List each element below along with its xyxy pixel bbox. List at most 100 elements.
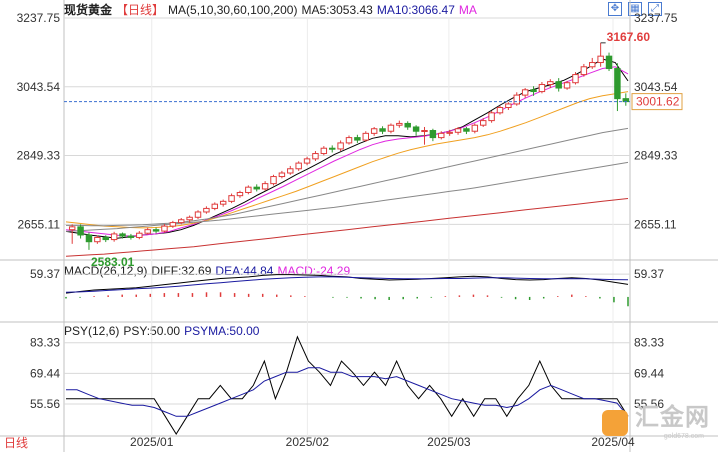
watermark-url: gold678.com	[663, 433, 704, 440]
candle-body	[463, 128, 470, 132]
price-tick-label-left: 2655.11	[18, 217, 61, 231]
candle-body	[454, 128, 462, 133]
psy-line	[66, 335, 629, 435]
candle-body	[102, 236, 109, 241]
candle-body	[471, 124, 479, 132]
high-price-label: 3167.60	[607, 30, 651, 44]
candle-body	[245, 186, 252, 193]
candle-body	[68, 226, 76, 231]
candle-body	[412, 126, 420, 132]
candle-body	[127, 235, 135, 238]
last-price-tag	[631, 93, 683, 111]
ma100-line	[65, 161, 629, 232]
candle-body	[614, 68, 621, 100]
candle-body	[136, 232, 143, 238]
candle-body	[521, 89, 529, 96]
candle-body	[379, 128, 386, 132]
price-tick-label-right: 3043.54	[634, 80, 678, 94]
candle-body	[261, 183, 269, 190]
psy-header: PSY(12,6) PSY:50.00 PSYMA:50.00	[64, 324, 263, 338]
ma10-value: MA10:3066.47	[376, 3, 455, 17]
expand-icon[interactable]: ⤢	[648, 2, 662, 16]
candle-body	[211, 203, 219, 209]
candle-body	[119, 233, 126, 237]
ma60-line	[66, 127, 629, 227]
psy-tick-label-left: 83.33	[30, 336, 60, 350]
ma30-value: MA	[458, 3, 477, 17]
price-header: 现货黄金 【日线】 MA(5,10,30,60,100,200) MA5:3053.4…	[64, 2, 481, 18]
candle-body	[337, 142, 344, 150]
candle-body	[144, 229, 151, 234]
psy-tick-label-right: 69.44	[634, 366, 664, 380]
period-label[interactable]: 【日线】	[116, 3, 165, 17]
candle-body	[580, 66, 588, 76]
watermark: 汇金网	[635, 404, 710, 431]
candle-body	[270, 176, 277, 185]
candle-body	[312, 153, 319, 160]
candle-body	[496, 107, 504, 114]
candle-body	[219, 200, 227, 205]
ma-settings-label[interactable]: MA(5,10,30,60,100,200)	[168, 3, 298, 17]
candle-body	[161, 225, 168, 232]
toolbar: ✥ ▦ ⤢	[602, 0, 662, 16]
candle-body	[194, 211, 202, 218]
candle-body	[320, 147, 328, 155]
candle-body	[228, 195, 235, 202]
period-tab[interactable]: 日线	[4, 436, 29, 450]
candle-body	[438, 132, 445, 139]
candle-body	[505, 103, 512, 109]
candle-body	[563, 82, 571, 89]
candle-body	[169, 222, 177, 227]
candle-body	[547, 81, 554, 85]
grid-icon[interactable]: ▦	[628, 2, 642, 16]
ma10-line	[65, 66, 629, 237]
candle-body	[94, 236, 101, 243]
candle-body	[479, 120, 487, 126]
price-tick-label-left: 3237.75	[17, 11, 61, 25]
candle-body	[597, 55, 604, 64]
candle-body	[77, 226, 84, 236]
x-tick-label: 2025/04	[591, 435, 635, 449]
candle-body	[362, 132, 370, 141]
candle-body	[404, 122, 411, 128]
candle-body	[488, 112, 495, 122]
candle-body	[530, 89, 537, 93]
candle-body	[538, 83, 546, 93]
price-tick-label-right: 3237.75	[634, 11, 678, 25]
candle-body	[555, 81, 562, 89]
candle-body	[253, 186, 260, 190]
candle-body	[186, 216, 193, 221]
psyma-value: PSYMA:50.00	[184, 324, 260, 338]
psy-tick-label-left: 55.56	[30, 397, 60, 411]
candle-body	[429, 130, 437, 139]
candle-body	[287, 168, 294, 174]
candle-body	[387, 124, 395, 132]
candle-body	[328, 147, 336, 150]
price-tick-label-right: 2655.11	[634, 217, 677, 231]
candle-body	[152, 229, 160, 232]
price-tick-label-left: 2849.33	[17, 149, 61, 163]
candle-body	[110, 233, 118, 241]
candle-body	[295, 162, 302, 170]
last-price-value: 3001.62	[636, 95, 680, 109]
candle-body	[303, 158, 311, 164]
low-price-label: 2583.01	[91, 255, 135, 269]
x-tick-label: 2025/01	[130, 435, 174, 449]
candle-body	[85, 234, 93, 243]
psyma-line	[66, 367, 629, 417]
x-tick-label: 2025/03	[427, 435, 471, 449]
candle-body	[513, 94, 520, 105]
candle-body	[589, 62, 596, 68]
ma5-value: MA5:3053.43	[301, 3, 373, 17]
candle-body	[178, 219, 185, 224]
candle-body	[236, 191, 244, 197]
crosshair-icon[interactable]: ✥	[608, 2, 622, 16]
ma200-line	[65, 198, 629, 257]
watermark-logo-icon	[602, 410, 628, 436]
ma30-line	[65, 91, 629, 229]
dea-line	[65, 276, 629, 293]
psy-label[interactable]: PSY(12,6)	[64, 324, 120, 338]
price-tick-label-right: 2849.33	[634, 149, 678, 163]
symbol-name: 现货黄金	[64, 3, 113, 17]
